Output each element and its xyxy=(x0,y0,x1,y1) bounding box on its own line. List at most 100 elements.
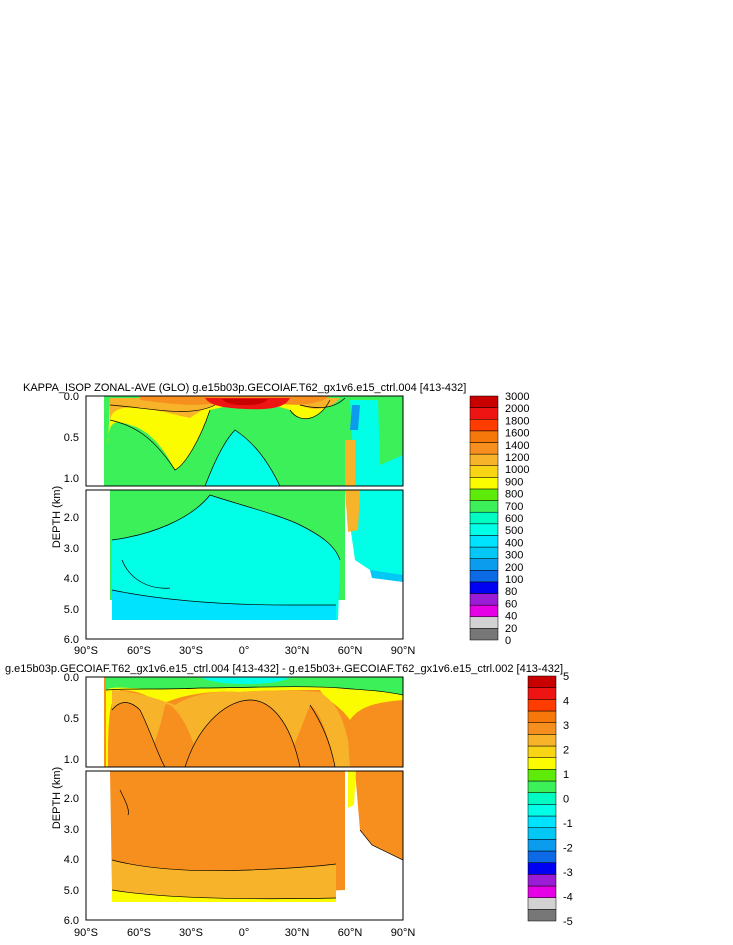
x-tick-label: 60°S xyxy=(127,927,151,939)
colorbar-label: 0 xyxy=(505,635,511,647)
colorbar-swatch xyxy=(527,780,557,793)
field-yellow xyxy=(108,400,330,470)
colorbar-swatch xyxy=(527,734,557,747)
colorbar-swatch xyxy=(469,500,499,513)
colorbar-label: 40 xyxy=(505,611,517,623)
colorbar-swatch xyxy=(469,442,499,455)
colorbar-label: -2 xyxy=(563,843,573,855)
y-axis-label: DEPTH (km) xyxy=(51,486,63,548)
colorbar-swatch xyxy=(469,570,499,583)
colorbar-label: 80 xyxy=(505,586,517,598)
panel-1-upper-field xyxy=(86,396,403,486)
y-tick-label: 6.0 xyxy=(64,915,79,927)
field-nh-orange xyxy=(345,440,355,486)
colorbar-label: -4 xyxy=(563,892,573,904)
colorbar-label: 300 xyxy=(505,550,523,562)
colorbar-label: -1 xyxy=(563,818,573,830)
colorbar-label: 1200 xyxy=(505,452,529,464)
panel-2-axes: 0.0 0.5 1.0 2.0 3.0 4.0 5.0 6.0 90°S 60°… xyxy=(51,672,415,939)
colorbar-swatch xyxy=(527,874,557,887)
field-lower-nh xyxy=(345,490,403,580)
colorbar-swatch xyxy=(527,827,557,840)
field-orange-dome xyxy=(112,702,165,767)
field-lower-bottom-blue xyxy=(370,570,403,582)
panel-1-title: KAPPA_ISOP ZONAL-AVE (GLO) g.e15b03p.GEC… xyxy=(23,382,466,394)
x-tick-label: 90°S xyxy=(74,645,98,657)
colorbar-label: 1400 xyxy=(505,440,529,452)
colorbar-label: 800 xyxy=(505,489,523,501)
x-tick-label: 90°S xyxy=(74,927,98,939)
colorbar-label: 4 xyxy=(563,696,569,708)
colorbar-label: 0 xyxy=(563,794,569,806)
contours-upper-1 xyxy=(109,397,346,486)
colorbar-label: 900 xyxy=(505,476,523,488)
panel-1-colorbar: 3000200018001600140012001000900800700600… xyxy=(469,391,529,647)
colorbar-swatch xyxy=(527,839,557,852)
field-lower-nh xyxy=(355,771,403,860)
colorbar-label: -3 xyxy=(563,867,573,879)
colorbar-swatch xyxy=(527,699,557,712)
x-tick-label: 60°N xyxy=(338,927,363,939)
panel-1-lower-field xyxy=(86,490,403,639)
colorbar-swatch xyxy=(527,862,557,875)
colorbar-label: 2 xyxy=(563,745,569,757)
contours-lower-1 xyxy=(111,494,341,606)
colorbar-swatch xyxy=(527,897,557,910)
y-axis-label: DEPTH (km) xyxy=(51,767,63,829)
colorbar-swatch xyxy=(469,604,499,618)
panel-1-lower-frame xyxy=(85,489,404,640)
field-lower-orange xyxy=(110,771,345,897)
field-nh-green xyxy=(378,400,403,465)
panel-2-title: g.e15b03p.GECOIAF.T62_gx1v6.e15_ctrl.004… xyxy=(5,663,563,675)
colorbar-swatch xyxy=(469,593,499,606)
colorbar-label: 2000 xyxy=(505,403,529,415)
panel-2-upper-frame xyxy=(85,676,404,768)
colorbar-swatch xyxy=(527,675,557,688)
colorbar-swatch xyxy=(527,687,557,700)
colorbar-swatch xyxy=(469,558,499,571)
field-blue-streak xyxy=(350,405,360,430)
colorbar-swatch xyxy=(527,909,557,922)
colorbar-label: 500 xyxy=(505,525,523,537)
y-tick-label: 1.0 xyxy=(64,754,79,766)
colorbar-swatch xyxy=(527,804,557,817)
panel-2: g.e15b03p.GECOIAF.T62_gx1v6.e15_ctrl.004… xyxy=(5,663,573,939)
field-lower-nh-orange xyxy=(345,490,360,532)
panel-2-colorbar: 5 4 3 2 1 0 -1 -2 -3 -4 -5 xyxy=(527,671,573,928)
colorbar-swatch xyxy=(469,511,499,525)
y-tick-label: 1.0 xyxy=(64,473,79,485)
y-tick-label: 2.0 xyxy=(64,512,79,524)
colorbar-label: 60 xyxy=(505,598,517,610)
colorbar-swatch xyxy=(469,488,499,501)
panel-1-upper-frame xyxy=(85,395,404,487)
panel-1: KAPPA_ISOP ZONAL-AVE (GLO) g.e15b03p.GEC… xyxy=(23,382,529,657)
colorbar-label: 1600 xyxy=(505,428,529,440)
colorbar-swatch xyxy=(469,430,499,443)
panel-2-upper-field xyxy=(86,677,403,767)
colorbar-label: 200 xyxy=(505,562,523,574)
colorbar-swatch xyxy=(469,523,499,536)
colorbar-label: 100 xyxy=(505,574,523,586)
x-tick-label: 0° xyxy=(239,645,250,657)
colorbar-label: 1000 xyxy=(505,464,529,476)
y-tick-label: 0.0 xyxy=(64,672,79,684)
colorbar-swatch xyxy=(527,792,557,805)
colorbar-swatch xyxy=(469,628,499,641)
panel-2-lower-frame xyxy=(85,770,404,921)
colorbar-label: 5 xyxy=(563,671,569,683)
field-lower-lightorange xyxy=(112,860,336,900)
colorbar-swatch xyxy=(469,465,499,478)
colorbar-swatch xyxy=(469,407,499,420)
field-lightorange xyxy=(110,398,340,420)
colorbar-label: 600 xyxy=(505,513,523,525)
y-tick-label: 3.0 xyxy=(64,543,79,555)
colorbar-swatch xyxy=(527,745,557,758)
x-tick-label: 30°S xyxy=(179,927,203,939)
field-cyan xyxy=(205,430,280,486)
field-green-surface xyxy=(106,677,403,695)
colorbar-label: 20 xyxy=(505,623,517,635)
y-tick-label: 3.0 xyxy=(64,824,79,836)
colorbar-swatch xyxy=(527,885,557,898)
field-darkred-core xyxy=(222,399,268,405)
colorbar-label: -5 xyxy=(563,916,573,928)
